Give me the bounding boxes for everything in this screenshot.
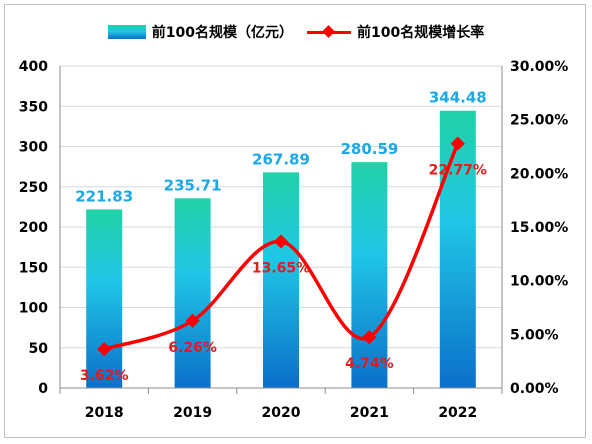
line-value-label: 13.65% — [252, 260, 310, 276]
legend-item-line: 前100名规模增长率 — [307, 22, 484, 42]
axes: 0 50 100 150 200 250 300 350 400 0.00% 5.00% 10.00%… — [19, 59, 569, 421]
legend-line-label: 前100名规模增长率 — [357, 25, 485, 41]
bar-value-label: 221.83 — [75, 187, 133, 205]
y-right-tick-label: 5.00% — [510, 327, 559, 343]
line-value-label: 22.77% — [429, 163, 487, 179]
line-series — [97, 136, 465, 357]
x-tick-label: 2021 — [350, 405, 389, 421]
line-marker — [362, 330, 377, 345]
y-left-tick-label: 300 — [19, 140, 48, 156]
y-left-tick-label: 250 — [19, 180, 48, 196]
x-tick-label: 2020 — [262, 405, 301, 421]
line-value-label: 3.62% — [80, 368, 129, 384]
y-right-tick-label: 30.00% — [510, 59, 568, 75]
x-tick-label: 2019 — [173, 405, 212, 421]
x-tick-label: 2018 — [85, 405, 124, 421]
bar — [86, 209, 123, 388]
line-marker — [185, 313, 200, 328]
y-left-tick-label: 50 — [29, 341, 49, 357]
y-right-tick-label: 25.00% — [510, 113, 568, 129]
line-marker — [97, 342, 112, 357]
bar-value-label: 344.48 — [429, 89, 487, 107]
line-value-label: 6.26% — [168, 340, 217, 356]
bar — [263, 172, 299, 388]
legend-bar-swatch — [107, 25, 146, 39]
bar — [439, 110, 476, 388]
growth-rate-line — [102, 141, 460, 351]
line-marker — [273, 234, 289, 249]
y-right-tick-label: 0.00% — [510, 381, 559, 397]
y-left-tick-label: 200 — [19, 220, 48, 236]
bar-value-label: 280.59 — [340, 140, 398, 158]
x-tick-label: 2022 — [438, 405, 477, 421]
bar-series — [86, 110, 476, 388]
y-left-tick-label: 350 — [19, 99, 48, 115]
bar — [351, 162, 388, 388]
line-marker — [450, 136, 465, 151]
legend-item-bar: 前100名规模（亿元） — [107, 22, 293, 42]
y-right-tick-label: 15.00% — [510, 220, 568, 236]
y-left-tick-label: 100 — [19, 301, 48, 317]
bar-value-label: 267.89 — [252, 150, 310, 168]
legend: 前100名规模（亿元） 前100名规模增长率 — [0, 20, 592, 44]
y-left-tick-label: 400 — [19, 59, 48, 75]
bar-value-label: 235.71 — [164, 176, 222, 194]
data-labels: 221.83 235.71 267.89 280.59 344.48 3.62% 6.26%… — [75, 89, 487, 384]
y-right-tick-label: 20.00% — [510, 166, 568, 182]
line-value-label: 4.74% — [345, 356, 394, 372]
legend-line-swatch — [307, 25, 351, 39]
bar — [174, 198, 211, 388]
legend-bar-label: 前100名规模（亿元） — [151, 25, 293, 41]
y-left-tick-label: 0 — [38, 381, 48, 397]
y-right-tick-label: 10.00% — [510, 274, 568, 290]
y-left-tick-label: 150 — [19, 260, 48, 276]
